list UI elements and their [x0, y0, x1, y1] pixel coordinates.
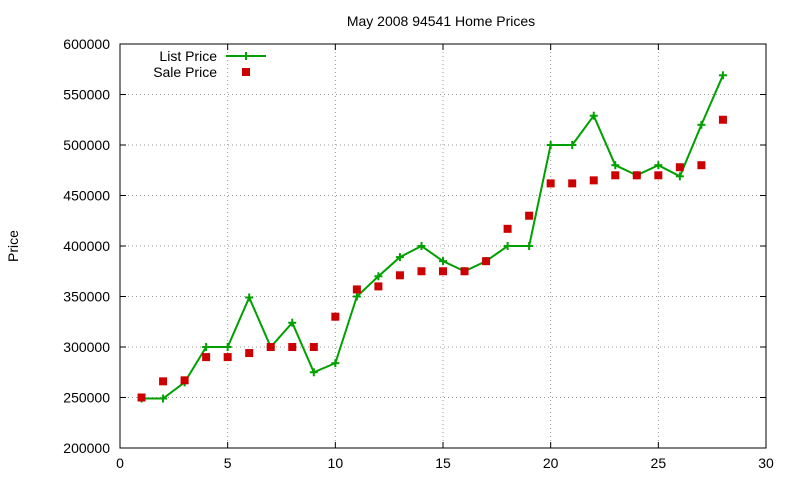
series: [137, 71, 727, 403]
list-price-point: [417, 242, 426, 250]
series-1: [137, 115, 727, 402]
list-price-point: [697, 120, 706, 129]
sale-price-point: [439, 267, 447, 276]
sale-price-point: [460, 267, 469, 276]
legend-swatch-marker: [242, 52, 250, 60]
y-tick-label: 500000: [63, 137, 110, 153]
list-price-point: [223, 343, 232, 351]
x-tick-label: 10: [328, 455, 344, 471]
list-price-point: [374, 272, 383, 281]
y-tick-label: 400000: [63, 238, 110, 254]
sale-price-point: [417, 267, 426, 276]
legend-label: List Price: [159, 48, 217, 64]
sale-price-point: [632, 171, 641, 180]
sale-price-point: [202, 353, 211, 362]
sale-price-point: [159, 377, 168, 386]
sale-price-point: [654, 171, 663, 180]
sale-price-point: [718, 115, 727, 124]
y-tick-label: 350000: [63, 289, 110, 305]
x-tick-label: 20: [543, 455, 559, 471]
list-price-point: [718, 71, 727, 80]
sale-price-point: [245, 349, 254, 358]
grid: [120, 44, 766, 448]
y-tick-label: 600000: [63, 36, 110, 52]
series-0: [137, 71, 727, 403]
y-axis-label: Price: [5, 230, 21, 262]
legend-label: Sale Price: [153, 64, 217, 80]
y-tick-label: 550000: [63, 87, 110, 103]
sale-price-point: [568, 179, 577, 188]
sale-price-point: [546, 179, 555, 188]
list-price-point: [611, 161, 620, 170]
sale-price-point: [331, 312, 340, 321]
list-price-point: [589, 111, 598, 120]
sale-price-point: [352, 285, 361, 294]
sale-price-point: [589, 176, 598, 185]
list-price-line: [141, 74, 724, 400]
y-tick-label: 250000: [63, 390, 110, 406]
y-tick-label: 300000: [63, 339, 110, 355]
sale-price-point: [137, 393, 146, 402]
list-price-point: [309, 368, 318, 377]
list-price-point: [352, 292, 361, 301]
y-tick-label: 200000: [63, 440, 110, 456]
sale-price-point: [374, 282, 383, 291]
sale-price-point: [611, 171, 620, 180]
x-tick-label: 15: [435, 455, 451, 471]
list-price-point: [546, 141, 555, 149]
sale-price-point: [697, 161, 706, 170]
sale-price-point: [675, 163, 684, 172]
list-price-point: [439, 257, 447, 266]
x-tick-label: 25: [651, 455, 667, 471]
list-price-point: [288, 318, 297, 327]
list-price-point: [568, 141, 577, 149]
list-price-point: [331, 359, 340, 368]
chart-title: May 2008 94541 Home Prices: [347, 13, 535, 29]
legend-swatch-marker: [242, 68, 250, 76]
y-tick-label: 450000: [63, 188, 110, 204]
x-tick-label: 30: [758, 455, 774, 471]
sale-price-point: [503, 224, 512, 233]
sale-price-point: [525, 211, 534, 220]
sale-price-point: [223, 353, 232, 362]
sale-price-point: [180, 376, 189, 385]
list-price-point: [159, 394, 168, 403]
sale-price-point: [309, 343, 318, 351]
list-price-point: [525, 242, 534, 250]
sale-price-point: [288, 343, 297, 351]
sale-price-point: [266, 343, 275, 351]
x-tick-label: 0: [116, 455, 124, 471]
list-price-point: [675, 172, 684, 181]
list-price-point: [654, 161, 663, 170]
list-price-point: [245, 293, 254, 302]
sale-price-point: [395, 271, 404, 280]
list-price-point: [503, 242, 512, 250]
sale-price-point: [482, 257, 491, 266]
list-price-point: [202, 343, 211, 351]
axis-ticks: 0 5 10 15 20 25 30 200000 250000 300000 350000 4000…: [63, 36, 774, 471]
list-price-point: [395, 253, 404, 262]
x-tick-label: 5: [224, 455, 232, 471]
